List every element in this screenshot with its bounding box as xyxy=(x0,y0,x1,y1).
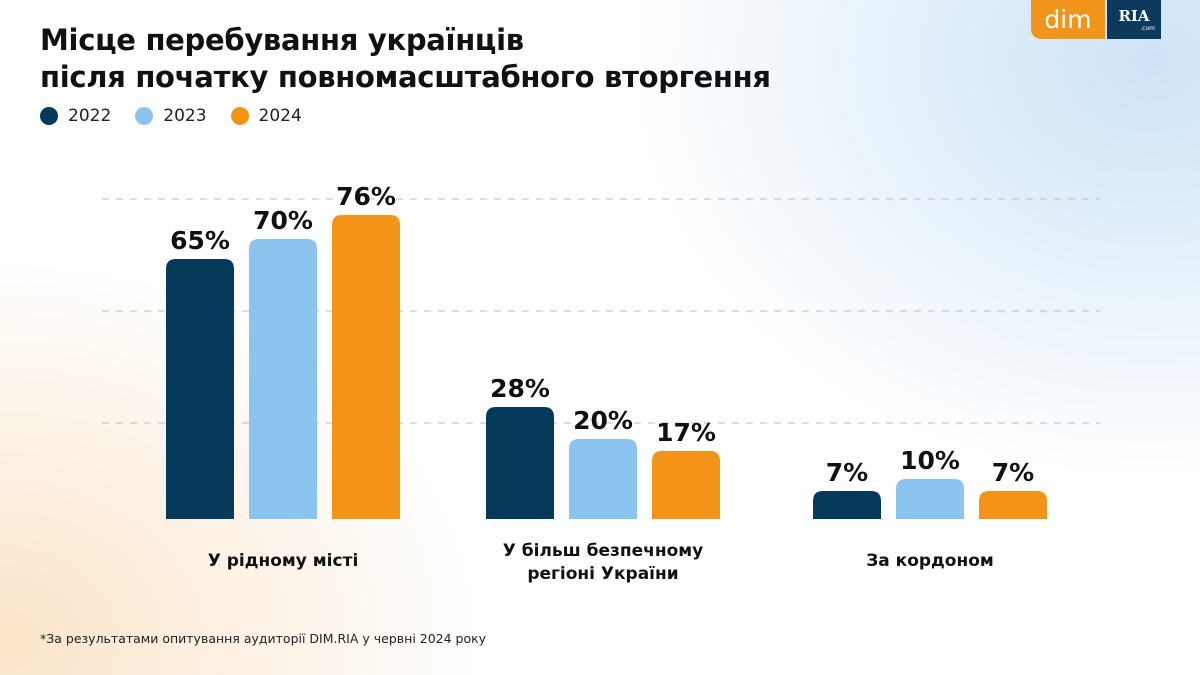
category-label-2: За кордоном xyxy=(866,551,994,571)
bar-2023-cat0 xyxy=(249,239,317,519)
bar-2024-cat2 xyxy=(979,491,1047,519)
logo-dim: dim xyxy=(1031,0,1105,39)
logo-ria-sub: .com xyxy=(1140,25,1155,32)
legend-label-2023: 2023 xyxy=(163,106,207,126)
category-label-1: регіоні України xyxy=(527,564,678,584)
bar-2022-cat0 xyxy=(166,259,234,519)
category-label-0: У рідному місті xyxy=(208,551,359,571)
data-label-2024-cat1: 17% xyxy=(656,418,716,447)
bar-2023-cat1 xyxy=(569,439,637,519)
legend-item-2023: 2023 xyxy=(135,106,207,126)
legend-dot-2022 xyxy=(40,107,58,125)
data-label-2023-cat1: 20% xyxy=(573,406,633,435)
title-line-1: Місце перебування українців xyxy=(40,23,524,57)
logo-ria: RIA .com xyxy=(1107,0,1161,39)
data-label-2022-cat1: 28% xyxy=(490,374,550,403)
legend: 2022 2023 2024 xyxy=(40,106,302,126)
bar-2024-cat0 xyxy=(332,215,400,519)
footnote: *За результатами опитування аудиторії DI… xyxy=(40,631,487,646)
legend-label-2022: 2022 xyxy=(68,106,112,126)
legend-dot-2023 xyxy=(135,107,154,125)
legend-item-2024: 2024 xyxy=(230,106,302,126)
bar-2022-cat1 xyxy=(486,407,554,519)
title-line-2: після початку повномасштабного вторгення xyxy=(40,60,771,94)
bar-2022-cat2 xyxy=(813,491,881,519)
bar-2023-cat2 xyxy=(896,479,964,519)
data-label-2024-cat2: 7% xyxy=(992,458,1034,487)
data-label-2022-cat2: 7% xyxy=(826,458,868,487)
bar-2024-cat1 xyxy=(652,451,720,519)
legend-item-2022: 2022 xyxy=(40,106,111,126)
chart-title: Місце перебування українців після початк… xyxy=(40,22,771,96)
dim-ria-logo: dim RIA .com xyxy=(1031,0,1161,39)
data-label-2024-cat0: 76% xyxy=(336,182,396,211)
legend-label-2024: 2024 xyxy=(258,106,302,126)
data-label-2023-cat2: 10% xyxy=(900,446,960,475)
logo-ria-text: RIA xyxy=(1118,7,1150,25)
legend-dot-2024 xyxy=(230,107,249,125)
category-label-1: У більш безпечному xyxy=(503,541,704,561)
data-label-2022-cat0: 65% xyxy=(170,226,230,255)
data-label-2023-cat0: 70% xyxy=(253,206,313,235)
